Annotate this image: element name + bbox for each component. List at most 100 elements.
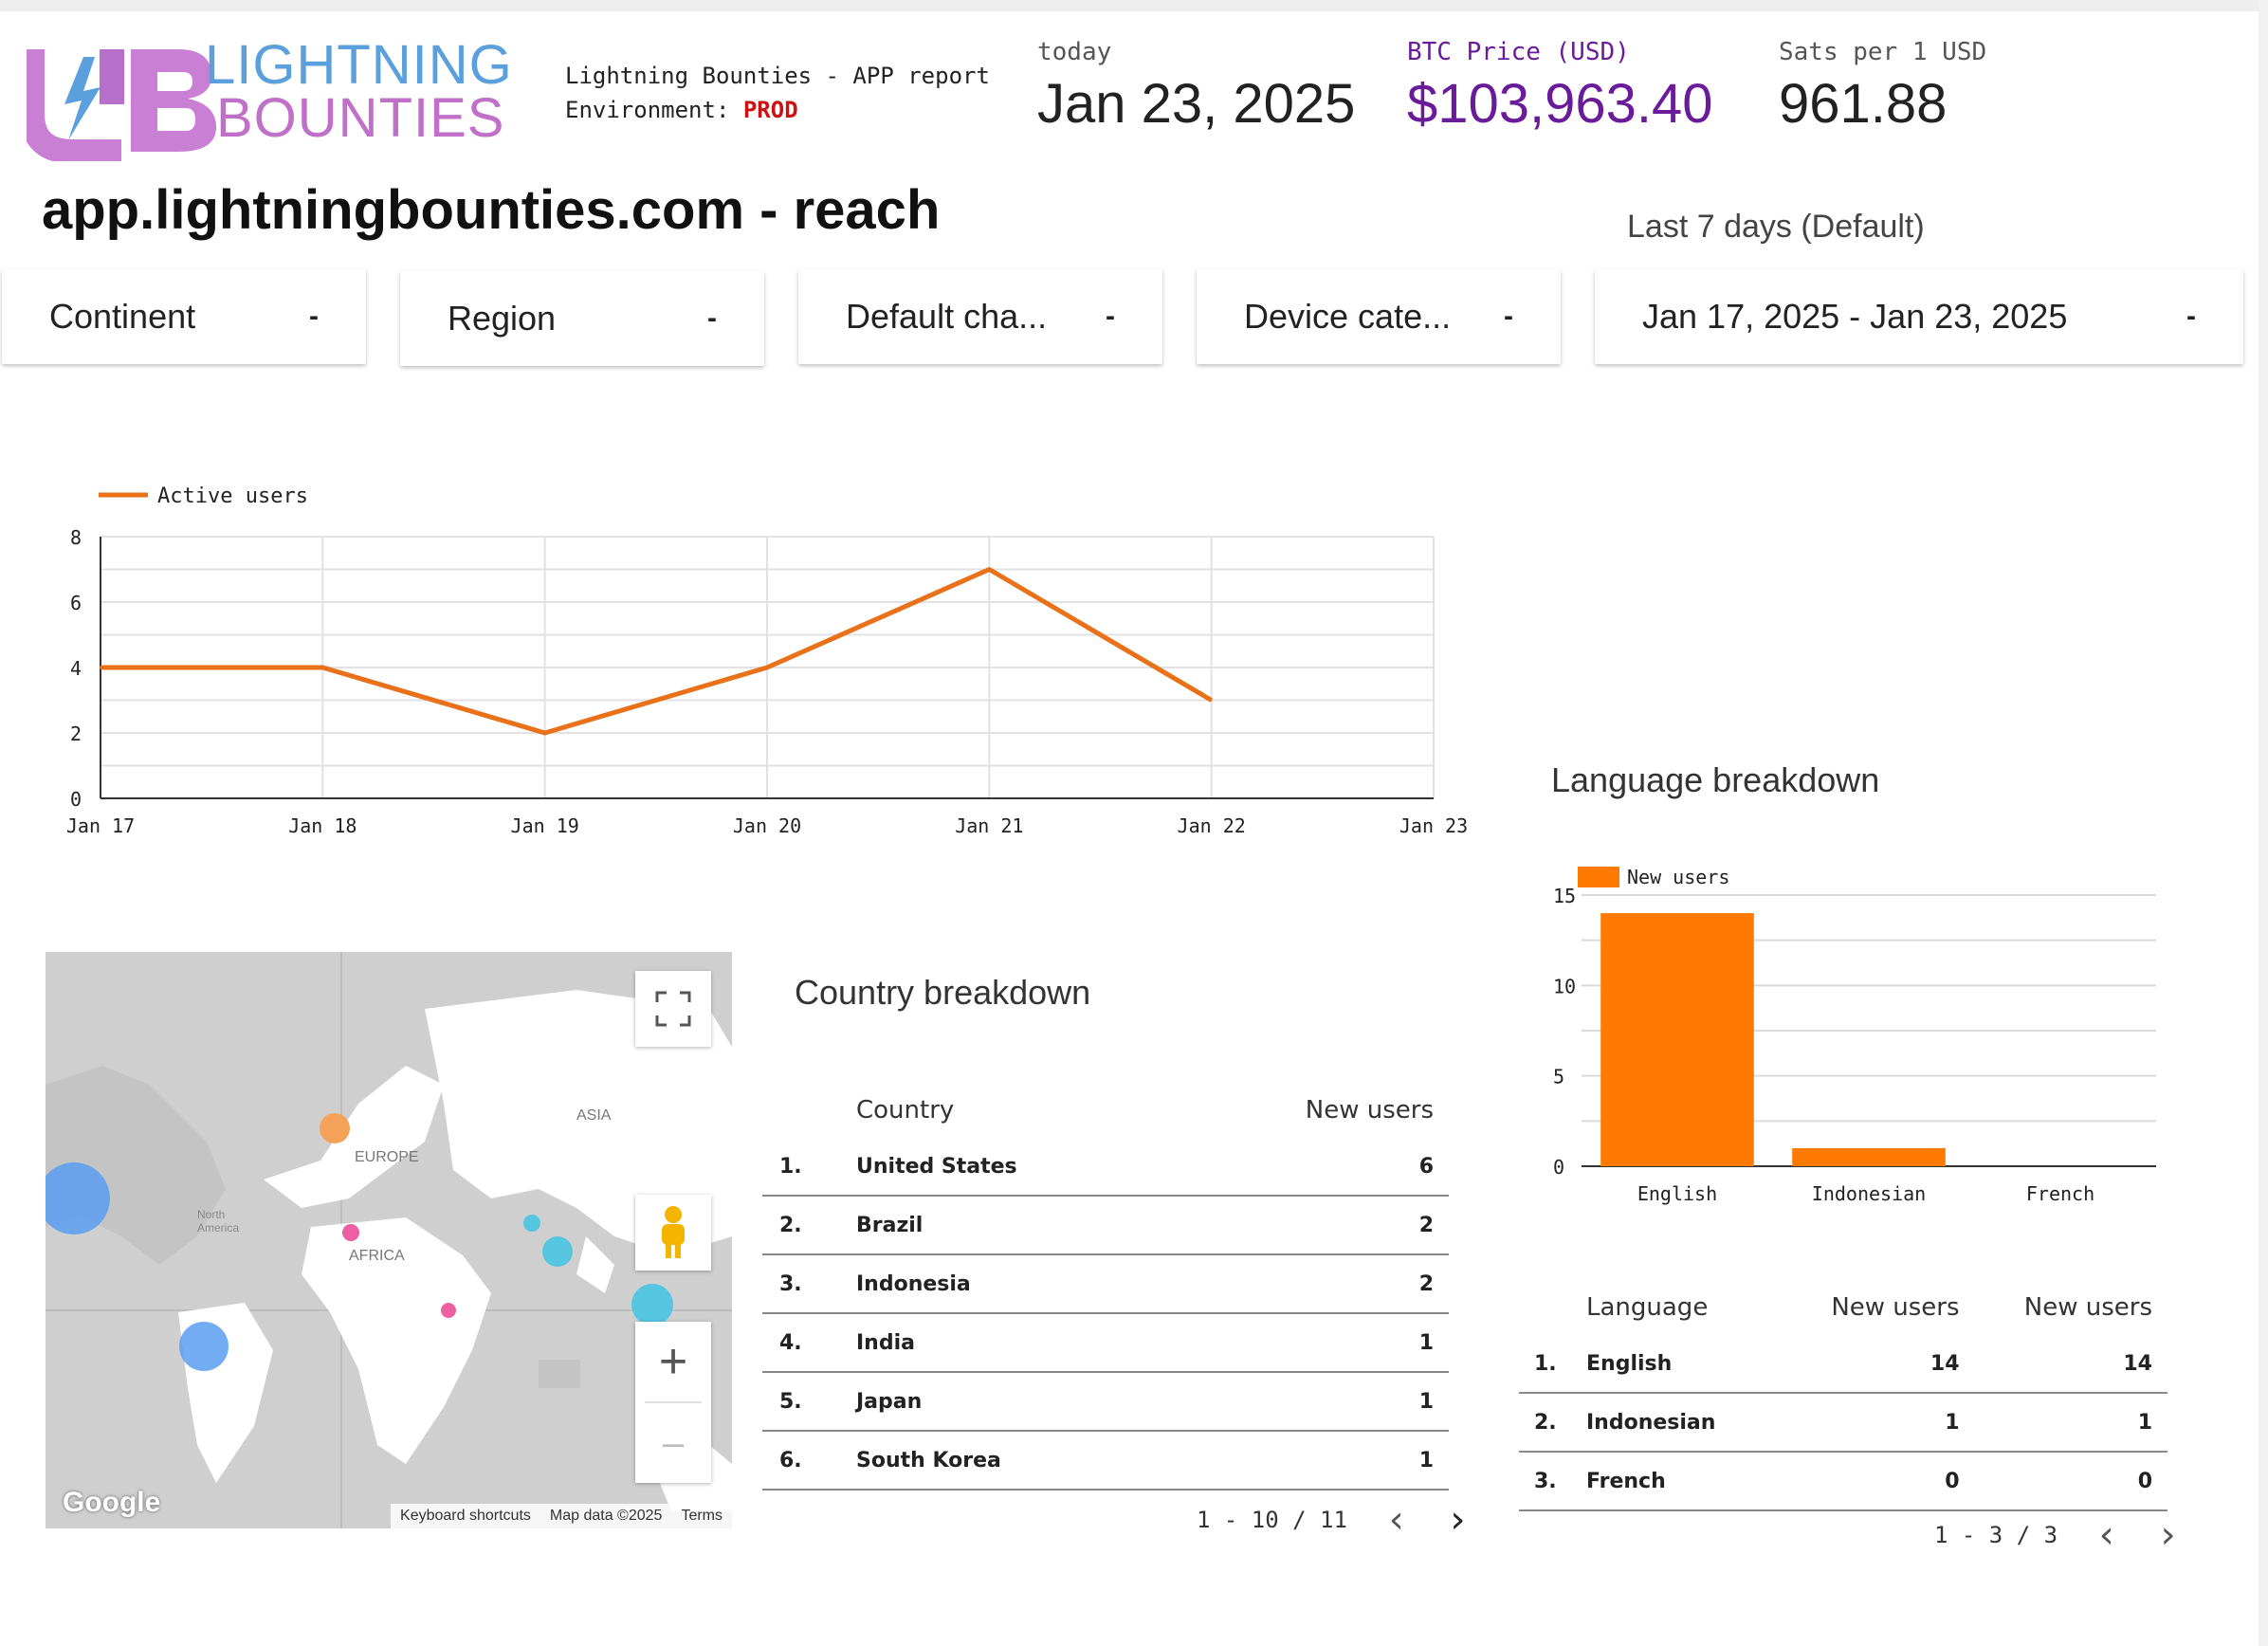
filter-device-category[interactable]: Device cate... -	[1197, 269, 1561, 364]
chevron-right-icon[interactable]: ›	[2156, 1513, 2180, 1557]
x-tick-label: Jan 19	[511, 814, 579, 837]
filter-default-channel-label: Default cha...	[846, 297, 1048, 336]
y-tick-label: 8	[70, 526, 82, 549]
row-rank: 1.	[1519, 1335, 1585, 1394]
language-bar-chart: 0 5 10 15 English Indonesian French New users	[1553, 866, 2156, 1205]
environment-line: Environment: PROD	[565, 93, 990, 127]
report-info: Lightning Bounties - APP report Environm…	[565, 59, 990, 127]
dropdown-caret-icon: -	[1504, 301, 1513, 332]
map-canvas	[46, 952, 732, 1528]
kpi-today-label: today	[1037, 38, 1112, 66]
new-users-column-header-1[interactable]: New users	[1831, 1293, 1960, 1322]
kpi-sats-value: 961.88	[1779, 73, 1948, 135]
terms-link[interactable]: Terms	[681, 1508, 722, 1524]
data-point	[988, 568, 991, 571]
row-rank: 3.	[762, 1254, 855, 1314]
language-column-header[interactable]: Language	[1586, 1293, 1709, 1322]
bar-english	[1600, 913, 1754, 1166]
logo: LIGHTNING BOUNTIES	[20, 34, 513, 164]
filter-date-range-label: Jan 17, 2025 - Jan 23, 2025	[1642, 297, 2068, 336]
filter-region[interactable]: Region -	[400, 271, 764, 366]
rank-header	[762, 1083, 855, 1138]
row-country: Brazil	[855, 1196, 1170, 1255]
kpi-today: today Jan 23, 2025	[1037, 38, 1355, 136]
language-pager-text: 1 - 3 / 3	[1934, 1522, 2058, 1548]
fullscreen-button[interactable]	[635, 971, 711, 1047]
row-rank: 4.	[762, 1313, 855, 1373]
row-language: Indonesian	[1585, 1393, 1774, 1453]
y-tick-label: 5	[1553, 1066, 1564, 1088]
map-label-asia: ASIA	[576, 1107, 612, 1124]
filter-default-channel[interactable]: Default cha... -	[798, 269, 1162, 364]
map-data-text: Map data ©2025	[549, 1508, 663, 1524]
legend-label: Active users	[157, 485, 308, 508]
country-pager-text: 1 - 10 / 11	[1197, 1507, 1347, 1533]
kpi-btc: BTC Price (USD) $103,963.40	[1407, 38, 1713, 136]
row-language: English	[1585, 1335, 1774, 1394]
map-attribution: Keyboard shortcuts Map data ©2025 Terms	[391, 1504, 732, 1528]
filter-continent[interactable]: Continent -	[2, 269, 366, 364]
row-country: Japan	[855, 1372, 1170, 1432]
logo-line2: BOUNTIES	[216, 87, 505, 149]
map-label-north-america: North America	[197, 1208, 240, 1234]
legend-label: New users	[1627, 866, 1729, 888]
filter-region-label: Region	[448, 299, 557, 338]
data-point	[1210, 699, 1213, 702]
row-new-users-1: 14	[1773, 1335, 1961, 1394]
zoom-out-icon[interactable]: –	[662, 1421, 685, 1464]
table-row[interactable]: 3. Indonesia 2	[762, 1254, 1449, 1314]
pegman-button[interactable]	[635, 1195, 711, 1271]
row-rank: 2.	[762, 1196, 855, 1255]
kpi-today-value: Jan 23, 2025	[1037, 73, 1356, 135]
row-rank: 3.	[1519, 1452, 1585, 1511]
table-row[interactable]: 1. English 14 14	[1519, 1335, 2167, 1394]
chevron-right-icon[interactable]: ›	[1446, 1498, 1470, 1542]
keyboard-shortcuts-link[interactable]: Keyboard shortcuts	[400, 1508, 531, 1524]
fullscreen-icon	[655, 991, 691, 1027]
row-new-users-2: 0	[1960, 1452, 2167, 1511]
dropdown-caret-icon: -	[309, 301, 319, 332]
bar-indonesian	[1792, 1147, 1946, 1166]
zoom-in-icon[interactable]: +	[645, 1322, 702, 1403]
country-pager: 1 - 10 / 11 ‹ ›	[1197, 1498, 1469, 1542]
table-row[interactable]: 2. Brazil 2	[762, 1196, 1449, 1255]
range-label: Last 7 days (Default)	[1627, 209, 1925, 245]
logo-line1: LIGHTNING	[205, 34, 513, 96]
filter-date-range[interactable]: Jan 17, 2025 - Jan 23, 2025 -	[1595, 269, 2243, 364]
top-border	[0, 0, 2268, 11]
chevron-left-icon[interactable]: ‹	[1384, 1498, 1409, 1542]
table-row[interactable]: 4. India 1	[762, 1313, 1449, 1373]
x-tick-label: Indonesian	[1812, 1182, 1926, 1205]
zoom-controls: + –	[635, 1322, 711, 1483]
table-row[interactable]: 1. United States 6	[762, 1138, 1449, 1197]
language-pager: 1 - 3 / 3 ‹ ›	[1934, 1513, 2179, 1557]
table-row[interactable]: 2. Indonesian 1 1	[1519, 1393, 2167, 1453]
row-country: United States	[855, 1138, 1170, 1197]
country-table: Country New users 1. United States 6 2. Braz…	[762, 1083, 1449, 1491]
new-users-column-header-2[interactable]: New users	[2023, 1293, 2152, 1322]
world-map[interactable]: ASIA EUROPE AFRICA North America + – Goo…	[46, 952, 732, 1528]
row-rank: 2.	[1519, 1393, 1585, 1453]
x-tick-label: Jan 18	[288, 814, 357, 837]
kpi-btc-label: BTC Price (USD)	[1407, 38, 1630, 66]
row-rank: 1.	[762, 1138, 855, 1197]
data-point	[100, 667, 101, 668]
report-title: Lightning Bounties - APP report	[565, 63, 990, 89]
row-new-users: 1	[1169, 1372, 1449, 1432]
filter-continent-label: Continent	[49, 297, 196, 336]
country-column-header[interactable]: Country	[856, 1096, 955, 1125]
country-table-header: Country New users	[762, 1083, 1449, 1138]
new-users-column-header[interactable]: New users	[1305, 1096, 1434, 1125]
row-new-users: 1	[1169, 1431, 1449, 1491]
rank-header	[1519, 1280, 1585, 1335]
row-rank: 6.	[762, 1431, 855, 1491]
table-row[interactable]: 3. French 0 0	[1519, 1452, 2167, 1511]
chevron-left-icon[interactable]: ‹	[2095, 1513, 2119, 1557]
kpi-sats-label: Sats per 1 USD	[1779, 38, 1987, 66]
row-new-users-2: 1	[1960, 1393, 2167, 1453]
x-tick-label: Jan 23	[1399, 814, 1468, 837]
table-row[interactable]: 6. South Korea 1	[762, 1431, 1449, 1491]
table-row[interactable]: 5. Japan 1	[762, 1372, 1449, 1432]
data-point	[543, 732, 546, 734]
language-table-header: Language New users New users	[1519, 1280, 2167, 1335]
